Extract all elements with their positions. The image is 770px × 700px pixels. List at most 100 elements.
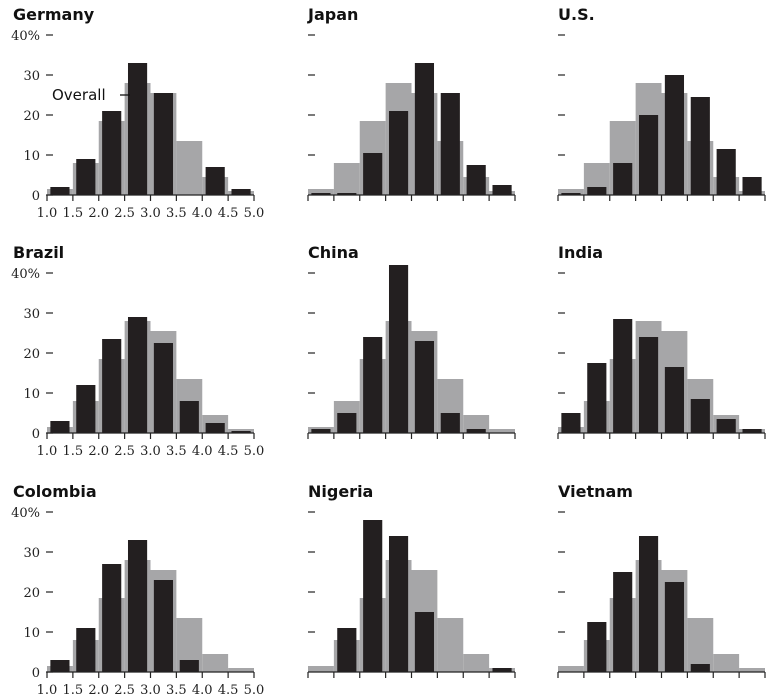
country-bar [76,628,96,672]
x-tick-label: 5.0 [244,444,265,459]
country-bar [587,622,607,672]
overall-bar [463,415,490,433]
country-bar [638,536,659,672]
country-bar [388,265,409,433]
overall-bar [463,654,490,672]
y-tick-label: 40% [11,506,40,521]
x-tick-label: 2.5 [114,206,135,221]
y-tick-label: 10 [23,149,40,164]
country-bar [742,177,762,195]
panel-china: China [307,243,516,439]
country-bar [102,564,122,672]
country-bar [414,612,435,672]
country-bar [337,193,357,195]
overall-bar [489,429,515,433]
country-bar [414,63,435,195]
x-tick-label: 1.5 [63,444,84,459]
country-bar [388,111,409,195]
country-bar [492,185,512,195]
country-bar [153,93,174,195]
x-tick-label: 4.0 [192,683,213,698]
overall-bar [558,189,584,195]
country-bar [613,319,633,433]
country-bar [664,75,685,195]
country-bar [311,193,331,195]
panel-title: Brazil [13,243,64,262]
overall-bar [333,163,360,195]
panel-title: Colombia [13,482,97,501]
country-bar [76,385,96,433]
country-bar [127,63,148,195]
panel-title: India [558,243,603,262]
country-bar [363,520,383,672]
country-bar [613,572,633,672]
panel-india: India [557,243,766,439]
y-tick-label: 30 [23,546,40,561]
country-bar [179,660,199,672]
overall-bar [437,618,464,672]
x-tick-label: 5.0 [244,683,265,698]
panel-title: Vietnam [558,482,633,501]
country-bar [363,337,383,433]
overall-bar [308,189,334,195]
country-bar [231,431,251,433]
x-tick-label: 5.0 [244,206,265,221]
country-bar [638,337,659,433]
x-tick-label: 4.0 [192,444,213,459]
country-bar [466,165,486,195]
country-bar [742,429,762,433]
x-tick-label: 4.5 [218,444,239,459]
country-bar [205,423,225,433]
y-tick-label: 40% [11,267,40,282]
overall-bar [739,668,765,672]
overall-bar [176,141,203,195]
country-bar [127,540,148,672]
country-bar [690,399,710,433]
x-tick-label: 2.5 [114,683,135,698]
x-tick-label: 3.5 [166,206,187,221]
country-bar [231,189,251,195]
overall-bar [202,654,229,672]
y-tick-label: 20 [23,347,40,362]
overall-bar [308,666,334,672]
country-bar [414,341,435,433]
country-bar [716,419,736,433]
country-bar [153,580,174,672]
y-tick-label: 30 [23,69,40,84]
country-bar [337,413,357,433]
panel-title: Germany [13,5,95,24]
country-bar [179,401,199,433]
x-tick-label: 3.5 [166,683,187,698]
panel-japan: Japan [307,5,516,201]
country-bar [440,93,460,195]
x-tick-label: 2.0 [88,683,109,698]
x-tick-label: 4.5 [218,206,239,221]
country-bar [466,429,486,433]
y-tick-label: 0 [32,427,40,442]
country-bar [127,317,148,433]
country-bar [50,421,70,433]
overall-bar [713,654,740,672]
y-tick-label: 20 [23,586,40,601]
country-bar [561,413,581,433]
country-bar [102,339,122,433]
country-bar [716,149,736,195]
x-tick-label: 3.5 [166,444,187,459]
x-tick-label: 3.0 [140,683,161,698]
country-bar [587,187,607,195]
y-tick-label: 10 [23,387,40,402]
country-bar [50,187,70,195]
x-tick-label: 3.0 [140,444,161,459]
y-tick-label: 30 [23,307,40,322]
x-tick-label: 1.0 [37,444,58,459]
overall-annotation: Overall [52,86,106,104]
overall-bar [228,668,254,672]
country-bar [205,167,225,195]
country-bar [311,429,331,433]
y-tick-label: 0 [32,189,40,204]
x-tick-label: 1.5 [63,206,84,221]
panel-title: U.S. [558,5,595,24]
country-bar [102,111,122,195]
country-bar [664,367,685,433]
